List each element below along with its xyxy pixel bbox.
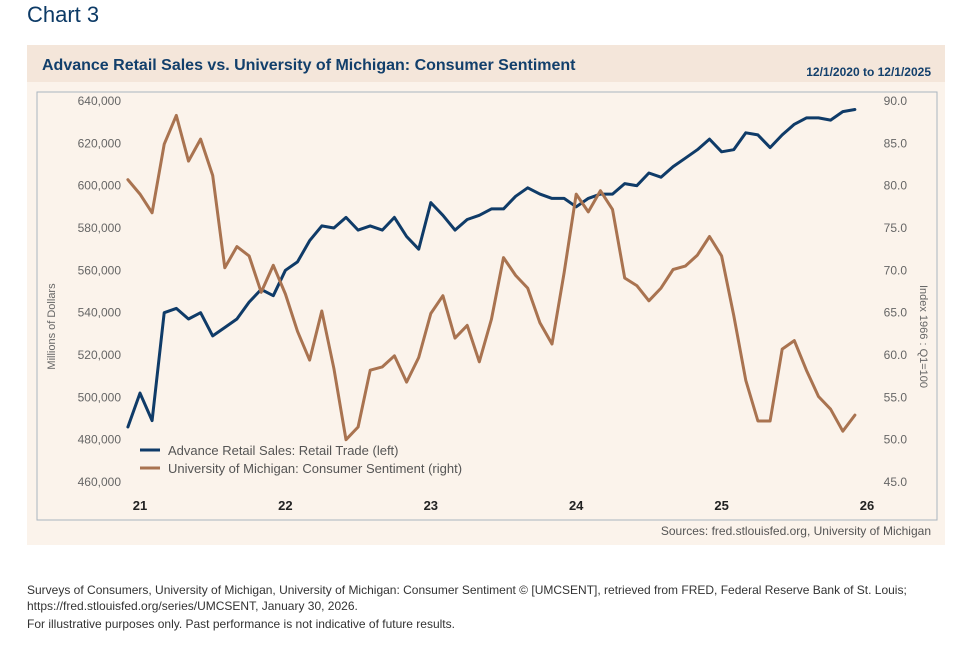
footnote-line-1: Surveys of Consumers, University of Mich… (27, 583, 907, 597)
sources-note: Sources: fred.stlouisfed.org, University… (660, 524, 931, 538)
series-line-1 (126, 108, 857, 429)
x-tick-label: 25 (714, 498, 728, 513)
left-axis-title: Millions of Dollars (46, 283, 58, 370)
x-tick-label: 21 (133, 498, 147, 513)
chart-card: Advance Retail Sales vs. University of M… (27, 45, 945, 545)
line-chart: 460,000 480,000 500,000 520,000 540,000 560,0… (36, 91, 938, 521)
right-tick-label: 75.0 (884, 221, 908, 235)
right-tick-label: 85.0 (884, 136, 908, 150)
left-tick-label: 580,000 (78, 221, 122, 235)
left-tick-label: 500,000 (78, 390, 122, 404)
plot-frame (36, 91, 938, 521)
legend-label-2: University of Michigan: Consumer Sentime… (168, 461, 462, 476)
x-tick-label: 24 (569, 498, 584, 513)
right-axis-title: Index 1966 : Q1=100 (917, 285, 929, 388)
x-tick-label: 22 (278, 498, 292, 513)
left-tick-label: 480,000 (78, 433, 122, 447)
chart-title: Advance Retail Sales vs. University of M… (42, 57, 576, 74)
left-tick-label: 600,000 (78, 179, 122, 193)
chart-heading: Chart 3 (27, 2, 100, 27)
right-tick-label: 65.0 (884, 306, 908, 320)
right-tick-label: 45.0 (884, 475, 908, 489)
right-tick-label: 90.0 (884, 94, 908, 108)
right-tick-label: 70.0 (884, 263, 908, 277)
left-tick-label: 460,000 (78, 475, 122, 489)
x-tick-label: 26 (860, 498, 874, 513)
left-tick-label: 520,000 (78, 348, 122, 362)
left-tick-label: 620,000 (78, 136, 122, 150)
chart-header: Advance Retail Sales vs. University of M… (27, 45, 945, 82)
left-tick-label: 540,000 (78, 306, 122, 320)
right-tick-label: 60.0 (884, 348, 908, 362)
footnote-line-2: https://fred.stlouisfed.org/series/UMCSE… (27, 599, 358, 613)
footnote-line-3: For illustrative purposes only. Past per… (27, 617, 455, 631)
series-line-2 (126, 113, 857, 442)
left-tick-label: 640,000 (78, 94, 122, 108)
left-tick-label: 560,000 (78, 263, 122, 277)
legend-label-1: Advance Retail Sales: Retail Trade (left… (168, 443, 399, 458)
right-tick-label: 50.0 (884, 433, 908, 447)
x-tick-label: 23 (424, 498, 438, 513)
right-tick-label: 55.0 (884, 390, 908, 404)
right-tick-label: 80.0 (884, 179, 908, 193)
date-range: 12/1/2020 to 12/1/2025 (806, 65, 931, 79)
